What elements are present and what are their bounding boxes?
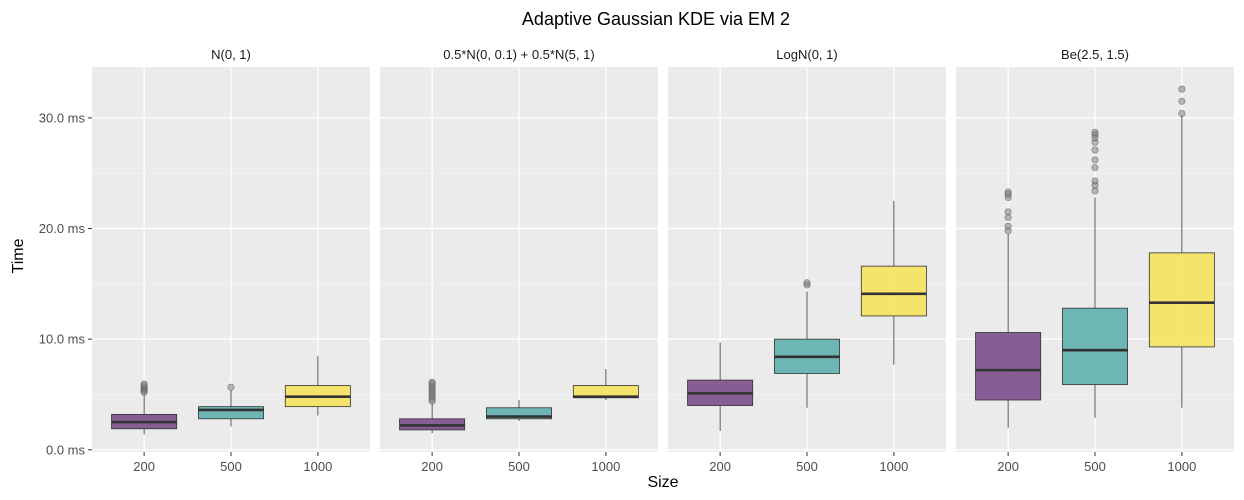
panel-label: N(0, 1)	[211, 47, 251, 62]
panel: 0.5*N(0, 0.1) + 0.5*N(5, 1) 200 500 1000	[380, 40, 658, 474]
x-tick-label: 200	[997, 459, 1019, 474]
outlier-point	[140, 380, 148, 388]
y-axis: 0.0 ms 10.0 ms 20.0 ms 30.0 ms	[39, 110, 92, 457]
x-tick-label: 500	[508, 459, 530, 474]
outlier-point	[227, 383, 235, 391]
y-axis-title: Time	[10, 238, 27, 273]
x-axis-title: Size	[647, 474, 678, 491]
x-tick-label: 200	[421, 459, 443, 474]
x-tick-label: 1000	[1167, 459, 1196, 474]
x-tick-label: 200	[709, 459, 731, 474]
box-500	[486, 400, 552, 422]
box-body	[486, 407, 552, 420]
box-200	[111, 380, 178, 435]
panel-strip	[668, 40, 946, 67]
y-tick-label: 10.0 ms	[39, 332, 86, 347]
x-tick-label: 1000	[591, 459, 620, 474]
box-200	[399, 378, 466, 434]
box-1000	[1148, 85, 1215, 408]
outlier-point	[1004, 188, 1012, 196]
box-1000	[284, 355, 351, 416]
outlier-point	[1091, 164, 1099, 172]
outlier-point	[1004, 208, 1012, 216]
box-body	[1062, 307, 1128, 385]
outlier-point	[1091, 177, 1099, 185]
y-tick-label: 20.0 ms	[39, 221, 86, 236]
panel-label: Be(2.5, 1.5)	[1061, 47, 1129, 62]
x-tick-label: 200	[133, 459, 155, 474]
box-500	[198, 383, 264, 427]
box-200	[975, 188, 1042, 428]
panel-label: 0.5*N(0, 0.1) + 0.5*N(5, 1)	[443, 47, 594, 62]
panel: Be(2.5, 1.5) 200 500 1000	[956, 40, 1234, 474]
outlier-point	[803, 279, 811, 287]
y-tick-label: 30.0 ms	[39, 110, 86, 125]
outlier-point	[1004, 222, 1012, 230]
x-tick-label: 500	[220, 459, 242, 474]
outlier-point	[1091, 156, 1099, 164]
x-tick-label: 500	[1084, 459, 1106, 474]
x-tick-label: 500	[796, 459, 818, 474]
outlier-point	[1091, 128, 1099, 136]
box-body	[860, 265, 927, 317]
box-body	[975, 332, 1042, 401]
outlier-point	[1091, 146, 1099, 154]
box-1000	[860, 200, 927, 365]
outlier-point	[428, 378, 436, 386]
panel-strip	[956, 40, 1234, 67]
panel-label: LogN(0, 1)	[776, 47, 837, 62]
box-body	[1148, 252, 1215, 348]
y-tick-label: 0.0 ms	[46, 442, 86, 457]
box-500	[1062, 128, 1128, 418]
panel: LogN(0, 1) 200 500 1000	[668, 40, 946, 474]
box-500	[774, 279, 840, 408]
chart-title: Adaptive Gaussian KDE via EM 2	[522, 9, 790, 29]
box-1000	[572, 369, 639, 401]
panel-strip	[380, 40, 658, 67]
panel-strip	[92, 40, 370, 67]
box-200	[687, 342, 754, 431]
outlier-point	[1178, 97, 1186, 105]
panel: N(0, 1) 200 500 1000	[92, 40, 370, 474]
outlier-point	[1178, 109, 1186, 117]
box-body	[198, 406, 264, 420]
outlier-point	[1178, 85, 1186, 93]
x-tick-label: 1000	[303, 459, 332, 474]
x-tick-label: 1000	[879, 459, 908, 474]
